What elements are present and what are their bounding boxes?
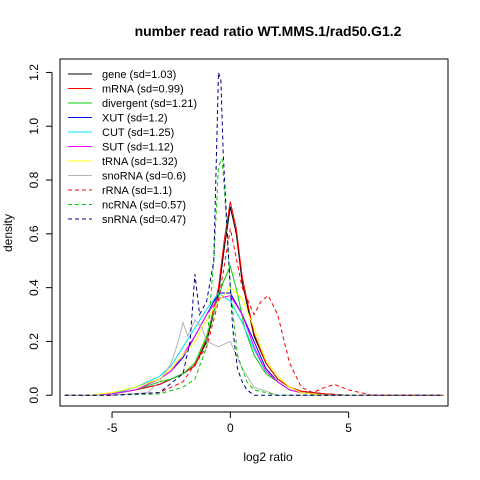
x-axis-label: log2 ratio xyxy=(243,450,293,464)
legend-label: SUT (sd=1.12) xyxy=(102,142,174,154)
y-tick-label: 0.4 xyxy=(27,279,41,296)
series-line-10 xyxy=(64,72,444,396)
series-line-8 xyxy=(64,228,444,396)
legend-label: rRNA (sd=1.1) xyxy=(102,185,172,197)
y-tick-label: 1.2 xyxy=(27,64,41,81)
series-line-1 xyxy=(64,201,444,396)
legend-label: divergent (sd=1.21) xyxy=(102,98,197,110)
legend-label: CUT (sd=1.25) xyxy=(102,127,174,139)
legend-label: gene (sd=1.03) xyxy=(102,69,176,81)
y-axis-label: density xyxy=(1,214,15,252)
y-tick-label: 0.2 xyxy=(27,333,41,350)
series-layer xyxy=(64,72,444,396)
legend-label: snRNA (sd=0.47) xyxy=(102,214,186,226)
x-tick-label: 0 xyxy=(227,421,234,435)
legend-label: tRNA (sd=1.32) xyxy=(102,156,178,168)
legend-label: ncRNA (sd=0.57) xyxy=(102,200,186,212)
x-tick-label: 5 xyxy=(345,421,352,435)
y-tick-label: 0.0 xyxy=(27,387,41,404)
y-tick-label: 1.0 xyxy=(27,118,41,135)
legend-label: mRNA (sd=0.99) xyxy=(102,84,184,96)
y-tick-label: 0.6 xyxy=(27,225,41,242)
y-tick-label: 0.8 xyxy=(27,171,41,188)
legend-label: snoRNA (sd=0.6) xyxy=(102,171,186,183)
x-tick-label: -5 xyxy=(107,421,118,435)
axes-layer: -5 0 5 0.0 0.2 0.4 0.6 0.8 1.0 1.2 xyxy=(27,64,352,435)
legend: gene (sd=1.03) mRNA (sd=0.99) divergent (s… xyxy=(68,69,197,226)
plot-frame xyxy=(59,58,449,407)
chart-title: number read ratio WT.MMS.1/rad50.G1.2 xyxy=(135,23,402,39)
legend-label: XUT (sd=1.2) xyxy=(102,113,168,125)
